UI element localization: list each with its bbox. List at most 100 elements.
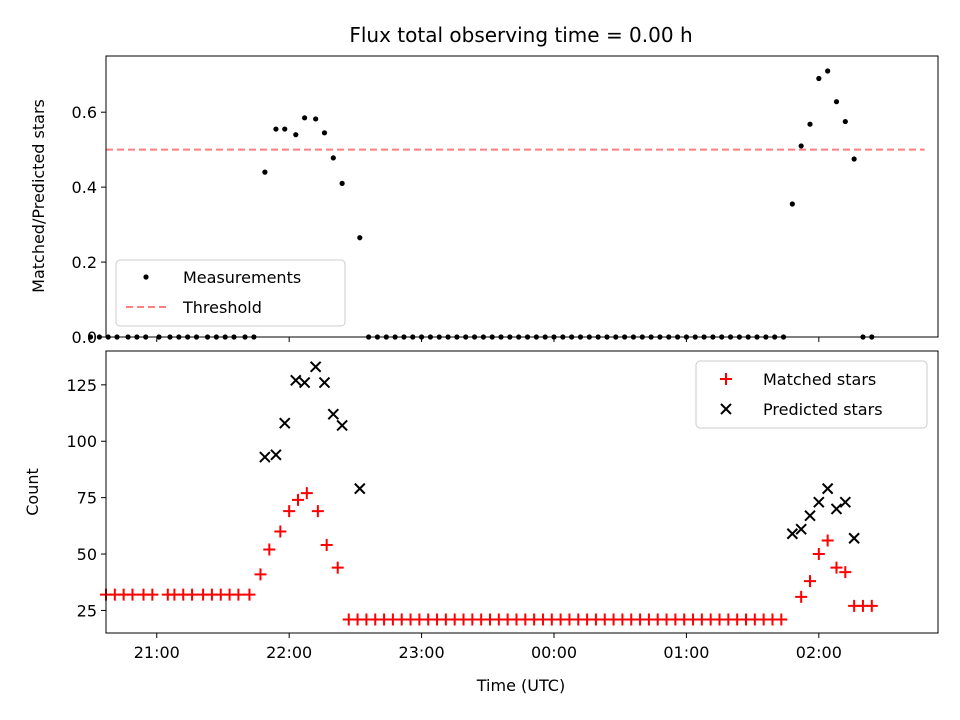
measurement-point	[87, 334, 94, 340]
matched-stars-point	[830, 561, 843, 574]
bottom-x-tick-label: 01:00	[663, 643, 709, 662]
predicted-stars-point	[270, 449, 282, 461]
predicted-stars-point	[327, 408, 340, 420]
bottom-panel: 21:00 22:00 23:00 00:00 01:00 02:00 25 50 75 100 1…	[23, 350, 939, 695]
chart-title: Flux total observing time = 0.00 h	[349, 23, 692, 47]
predicted-stars-point	[279, 417, 291, 429]
bottom-y-tick-label: 100	[66, 432, 97, 451]
bottom-y-tick-label: 25	[77, 601, 97, 620]
bottom-panel-ticks: 21:00 22:00 23:00 00:00 01:00 02:00 25 50 75 100 1…	[66, 376, 841, 662]
predicted-stars-point	[259, 451, 271, 463]
measurement-point	[302, 115, 308, 121]
matched-stars-point	[126, 588, 139, 601]
matched-stars-point	[311, 505, 324, 518]
predicted-stars-point	[786, 528, 799, 540]
matched-stars-point	[292, 493, 304, 506]
matched-stars-point	[243, 588, 256, 601]
top-y-axis-label: Matched/Predicted stars	[29, 99, 48, 293]
predicted-stars-point	[848, 532, 860, 544]
matched-stars-point	[274, 525, 287, 538]
legend-matched-label: Matched stars	[763, 370, 876, 389]
legend-matched-marker	[720, 373, 732, 385]
measurement-point	[816, 75, 822, 82]
matched-stars-point	[254, 568, 267, 581]
predicted-stars-point	[821, 482, 834, 495]
legend-predicted-marker	[720, 403, 732, 415]
predicted-stars-point	[830, 503, 843, 515]
bottom-x-tick-label: 02:00	[796, 643, 842, 662]
bottom-x-tick-label: 00:00	[531, 643, 577, 662]
measurement-point	[842, 118, 848, 125]
bottom-panel-frame	[105, 350, 939, 634]
predicted-stars-point	[839, 496, 852, 508]
measurement-point	[321, 130, 328, 136]
measurement-point	[357, 235, 363, 241]
matched-stars-point	[146, 588, 159, 601]
top-panel-frame	[105, 55, 939, 338]
top-y-tick-label: 0.2	[72, 253, 97, 272]
top-y-tick-label: 0.4	[72, 178, 97, 197]
bottom-y-tick-label: 50	[77, 545, 97, 564]
top-y-tick-label: 0.6	[72, 103, 97, 122]
matched-stars-point	[300, 487, 313, 500]
top-legend-box	[115, 259, 346, 327]
bottom-y-tick-label: 125	[66, 376, 97, 395]
predicted-stars-point	[813, 496, 825, 508]
measurement-point	[330, 155, 336, 161]
measurement-point	[807, 121, 813, 127]
bottom-y-axis-label: Count	[23, 468, 42, 516]
predicted-stars-point	[336, 419, 348, 432]
measurement-point	[851, 156, 857, 162]
measurement-point	[273, 126, 279, 132]
top-legend: Measurements Threshold	[115, 259, 346, 327]
predicted-stars-point	[804, 509, 816, 522]
predicted-stars-point	[795, 523, 807, 535]
predicted-stars-point	[290, 374, 302, 387]
matched-stars-point	[795, 590, 808, 603]
bottom-panel-marks	[100, 361, 878, 626]
matched-stars-point	[804, 575, 816, 588]
top-panel-marks	[87, 68, 925, 340]
measurement-point	[798, 143, 804, 149]
predicted-stars-point	[298, 376, 311, 389]
matched-stars-point	[839, 566, 852, 579]
predicted-stars-point	[309, 361, 322, 373]
matched-stars-point	[283, 505, 296, 518]
matched-stars-point	[331, 561, 344, 574]
matched-stars-point	[320, 539, 333, 552]
bottom-x-tick-label: 23:00	[399, 643, 445, 662]
matched-stars-point	[263, 543, 276, 556]
measurement-point	[825, 68, 831, 74]
measurement-point	[789, 201, 795, 207]
top-y-tick-label: 0.0	[72, 328, 97, 347]
measurement-point	[293, 132, 299, 138]
top-panel: 0.0 0.2 0.4 0.6 Matched/Predicted stars Mea…	[29, 55, 939, 347]
bottom-y-tick-label: 75	[77, 489, 97, 508]
legend-measurements-label: Measurements	[183, 268, 301, 287]
bottom-legend: Matched stars Predicted stars	[695, 360, 928, 429]
x-axis-label: Time (UTC)	[476, 676, 565, 695]
predicted-stars-point	[318, 376, 331, 389]
measurement-point	[96, 334, 102, 340]
legend-predicted-label: Predicted stars	[763, 400, 883, 419]
legend-threshold-label: Threshold	[182, 298, 262, 317]
legend-measurements-marker	[143, 274, 149, 280]
predicted-stars-point	[354, 482, 366, 495]
measurement-point	[282, 126, 288, 132]
measurement-point	[833, 99, 840, 105]
matched-stars-point	[232, 588, 245, 601]
bottom-x-tick-label: 21:00	[134, 643, 180, 662]
matched-stars-point	[812, 548, 825, 561]
measurement-point	[339, 180, 345, 186]
bottom-legend-box	[695, 360, 928, 429]
top-panel-ticks: 0.0 0.2 0.4 0.6	[72, 103, 820, 347]
bottom-x-tick-label: 22:00	[266, 643, 312, 662]
matched-stars-point	[186, 588, 199, 601]
matched-stars-point	[865, 599, 878, 612]
measurement-point	[313, 116, 319, 122]
measurement-point	[262, 169, 268, 175]
matched-stars-point	[775, 613, 788, 626]
matched-stars-point	[821, 534, 834, 547]
